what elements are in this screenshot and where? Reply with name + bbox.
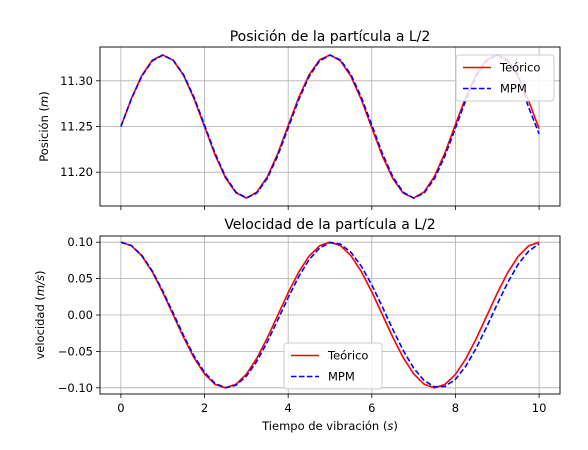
position-y-tick-label: 11.30 [60, 74, 93, 88]
position-y-tick-label: 11.25 [60, 120, 93, 134]
velocity-x-tick-label: 8 [452, 401, 459, 415]
velocity-x-tick-label: 2 [201, 401, 208, 415]
position-title: Posición de la partícula a L/2 [230, 29, 431, 45]
velocity-panel: −0.10 −0.05 0.00 0.05 0.10 0 2 4 6 8 10 Velocidad … [33, 217, 561, 433]
position-y-axis-label: Posición (m) [37, 91, 51, 161]
velocity-legend-mpm-label: MPM [328, 370, 355, 384]
velocity-legend: Teórico MPM [283, 342, 383, 390]
position-legend-teorico-label: Teórico [499, 61, 540, 75]
position-legend: Teórico MPM [455, 54, 555, 102]
velocity-y-tick-label: −0.10 [58, 381, 93, 395]
velocity-y-tick-label: 0.05 [67, 272, 93, 286]
velocity-ticks: −0.10 −0.05 0.00 0.05 0.10 0 2 4 6 8 10 [58, 235, 547, 415]
velocity-x-tick-label: 0 [117, 401, 124, 415]
velocity-series-lines [120, 241, 540, 389]
position-series-mpm [120, 54, 540, 199]
velocity-series-mpm [120, 241, 540, 389]
velocity-x-tick-label: 4 [285, 401, 292, 415]
velocity-y-tick-label: 0.10 [67, 235, 93, 249]
velocity-title: Velocidad de la partícula a L/2 [224, 217, 435, 233]
velocity-x-axis-label: Tiempo de vibración (s) [261, 419, 398, 433]
velocity-legend-teorico-label: Teórico [327, 349, 368, 363]
velocity-x-tick-label: 6 [368, 401, 375, 415]
position-legend-mpm-label: MPM [500, 82, 527, 96]
position-y-tick-label: 11.20 [60, 165, 93, 179]
position-ticks: 11.20 11.25 11.30 [60, 74, 540, 210]
position-panel: 11.20 11.25 11.30 Posición de la partícula… [37, 29, 561, 210]
position-legend-box [455, 54, 555, 102]
velocity-legend-box [283, 342, 383, 390]
velocity-y-axis-label: velocidad (m/s) [33, 271, 47, 360]
velocity-y-tick-label: −0.05 [58, 344, 93, 358]
velocity-y-tick-label: 0.00 [67, 308, 93, 322]
velocity-x-tick-label: 10 [532, 401, 547, 415]
